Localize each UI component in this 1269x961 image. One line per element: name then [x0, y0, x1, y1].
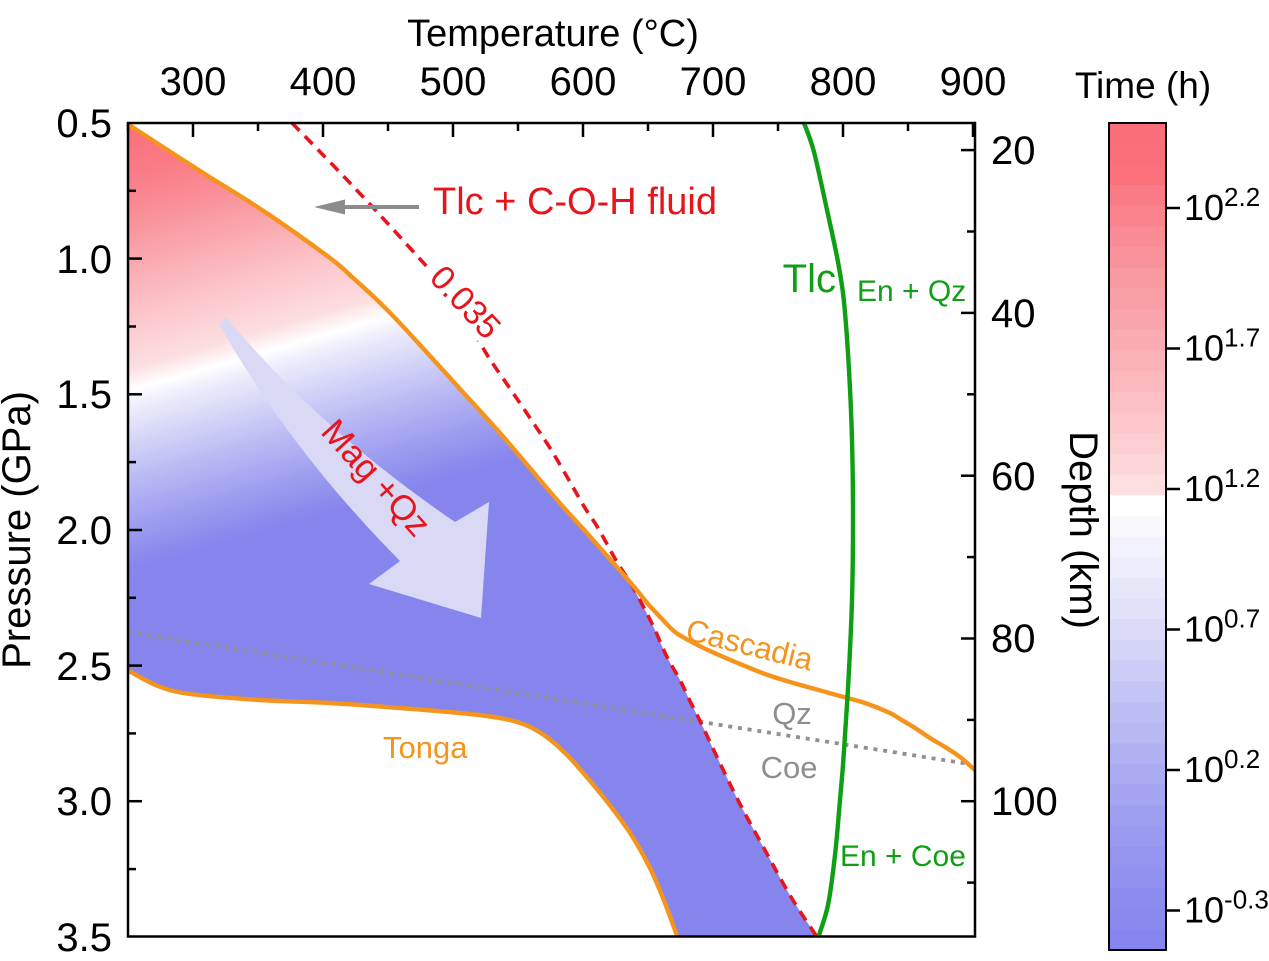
svg-text:En + Coe: En + Coe [840, 840, 966, 873]
svg-text:800: 800 [810, 60, 877, 104]
svg-text:60: 60 [991, 455, 1036, 499]
svg-text:2.5: 2.5 [56, 645, 112, 689]
svg-text:500: 500 [420, 60, 487, 104]
svg-text:80: 80 [991, 617, 1036, 661]
svg-text:2.0: 2.0 [56, 509, 112, 553]
svg-text:20: 20 [991, 129, 1036, 173]
svg-text:0.5: 0.5 [56, 102, 112, 146]
svg-text:40: 40 [991, 292, 1036, 336]
svg-text:700: 700 [680, 60, 747, 104]
svg-text:Tlc + C-O-H fluid: Tlc + C-O-H fluid [433, 181, 717, 223]
svg-text:Temperature (°C): Temperature (°C) [407, 13, 699, 55]
svg-text:Pressure (GPa): Pressure (GPa) [0, 391, 39, 669]
svg-text:3.5: 3.5 [56, 916, 112, 960]
svg-text:600: 600 [550, 60, 617, 104]
svg-text:101.2: 101.2 [1184, 463, 1260, 509]
svg-text:Tonga: Tonga [383, 730, 468, 765]
svg-text:1.0: 1.0 [56, 238, 112, 282]
svg-text:3.0: 3.0 [56, 780, 112, 824]
svg-text:Tlc: Tlc [783, 257, 836, 301]
svg-text:900: 900 [940, 60, 1007, 104]
svg-text:En + Qz: En + Qz [857, 275, 966, 308]
svg-text:Qz: Qz [772, 696, 812, 731]
svg-text:Depth (km): Depth (km) [1061, 431, 1105, 629]
svg-text:400: 400 [290, 60, 357, 104]
svg-text:Coe: Coe [761, 750, 818, 785]
svg-text:100.2: 100.2 [1184, 744, 1260, 790]
svg-text:100: 100 [991, 780, 1058, 824]
svg-text:Time (h): Time (h) [1075, 65, 1211, 106]
svg-text:1.5: 1.5 [56, 373, 112, 417]
svg-text:300: 300 [160, 60, 227, 104]
